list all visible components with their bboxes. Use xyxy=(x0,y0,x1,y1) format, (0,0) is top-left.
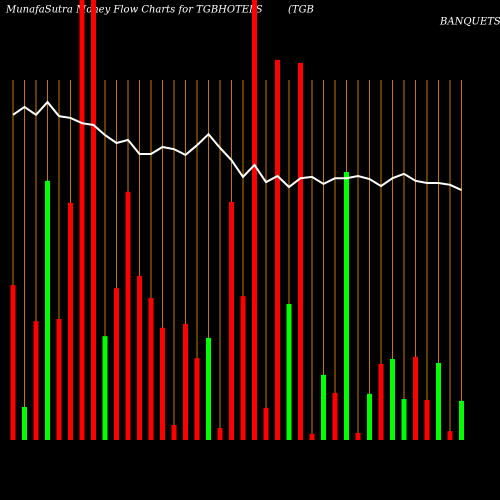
bar xyxy=(148,297,154,440)
bar xyxy=(68,202,73,440)
bar xyxy=(378,363,384,440)
bar xyxy=(183,323,188,440)
bar xyxy=(125,191,131,440)
bar xyxy=(194,358,200,440)
bar xyxy=(229,201,234,440)
bar xyxy=(56,319,62,440)
bar xyxy=(413,356,418,440)
company-name: (TGB xyxy=(288,5,314,16)
bar xyxy=(137,275,142,440)
bar xyxy=(160,327,165,440)
bar xyxy=(275,59,280,441)
bar xyxy=(286,304,292,440)
bar xyxy=(459,400,464,440)
bar xyxy=(240,296,246,440)
bar xyxy=(114,288,119,440)
bar xyxy=(10,285,16,440)
bar xyxy=(447,431,453,440)
bar xyxy=(367,393,372,440)
bar xyxy=(102,336,108,440)
bar xyxy=(424,399,430,440)
flow-line xyxy=(12,100,462,191)
bar xyxy=(206,337,211,440)
bar xyxy=(252,0,257,440)
bar xyxy=(217,428,223,440)
company-name: BANQUETS AND xyxy=(439,17,500,28)
bar xyxy=(401,399,407,440)
bar xyxy=(436,363,441,440)
bar xyxy=(33,321,39,440)
bar xyxy=(390,359,395,440)
bar xyxy=(22,407,27,440)
bar xyxy=(298,62,303,441)
bar xyxy=(321,374,326,440)
bar xyxy=(79,0,85,440)
bar xyxy=(91,0,96,440)
bar xyxy=(355,432,361,440)
bar xyxy=(263,407,269,440)
bar xyxy=(309,433,315,440)
bar xyxy=(45,180,50,440)
bar xyxy=(344,172,349,441)
bar xyxy=(171,425,177,440)
plot xyxy=(10,0,464,441)
chart-title: MunafaSutra Money Flow Charts for TGBHOT… xyxy=(5,5,263,16)
bar xyxy=(332,392,338,440)
